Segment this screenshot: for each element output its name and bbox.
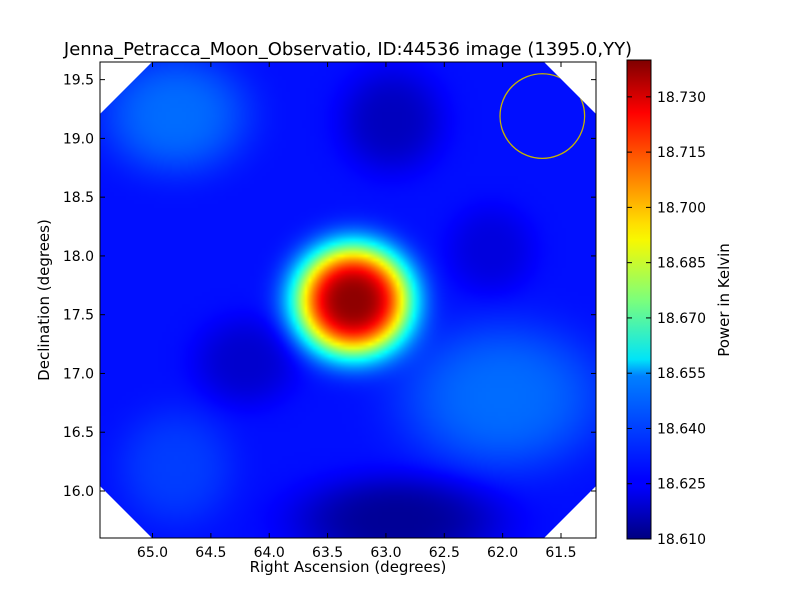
x-tick-label: 64.5 — [195, 545, 226, 561]
colorbar-tick-label: 18.730 — [657, 90, 706, 106]
colorbar-ticks: 18.610 18.625 18.640 18.655 18.670 18.685 18.7… — [627, 90, 706, 548]
y-tick-label: 19.5 — [63, 73, 94, 89]
x-axis-label: Right Ascension (degrees) — [250, 558, 447, 576]
colorbar-tick-label: 18.685 — [657, 256, 706, 272]
colorbar: 18.610 18.625 18.640 18.655 18.670 18.685 18.7… — [626, 59, 733, 548]
x-tick-label: 61.5 — [545, 545, 576, 561]
y-tick-label: 17.5 — [63, 308, 94, 324]
x-axis: 65.0 64.5 64.0 63.5 63.0 62.5 62.0 61.5 — [137, 62, 577, 561]
y-tick-label: 16.0 — [63, 484, 94, 500]
x-tick-label: 62.0 — [487, 545, 518, 561]
x-tick-label: 65.0 — [137, 545, 168, 561]
colorbar-tick-label: 18.715 — [657, 145, 706, 161]
heatmap-image — [100, 62, 596, 538]
colorbar-tick-label: 18.670 — [657, 311, 706, 327]
y-axis-label: Declination (degrees) — [35, 219, 53, 381]
colorbar-tick-label: 18.640 — [657, 421, 706, 437]
x-tick-label: 64.0 — [254, 545, 285, 561]
plot-area — [99, 61, 597, 539]
chart-title: Jenna_Petracca_Moon_Observatio, ID:44536… — [63, 39, 632, 60]
y-tick-label: 17.0 — [63, 366, 94, 382]
colorbar-label: Power in Kelvin — [715, 243, 733, 357]
y-tick-label: 19.0 — [63, 131, 94, 147]
y-tick-label: 18.5 — [63, 190, 94, 206]
y-axis: 16.0 16.5 17.0 17.5 18.0 18.5 19.0 19.5 — [63, 73, 596, 500]
x-tick-label: 63.5 — [312, 545, 343, 561]
y-tick-label: 16.5 — [63, 425, 94, 441]
colorbar-tick-label: 18.700 — [657, 200, 706, 216]
x-tick-label: 62.5 — [429, 545, 460, 561]
colorbar-tick-label: 18.655 — [657, 366, 706, 382]
colorbar-tick-label: 18.610 — [657, 532, 706, 548]
y-tick-label: 18.0 — [63, 249, 94, 265]
colorbar-tick-label: 18.625 — [657, 477, 706, 493]
colorbar-gradient — [626, 59, 652, 540]
beam-circle — [499, 73, 586, 160]
x-tick-label: 63.0 — [370, 545, 401, 561]
